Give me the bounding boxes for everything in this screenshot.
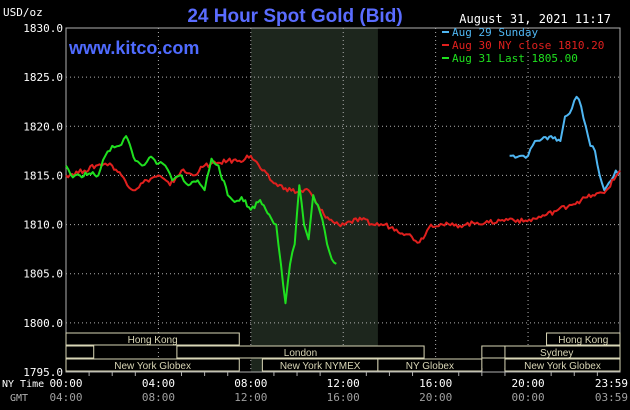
x-tick-label-ny: 23:59 bbox=[595, 377, 628, 390]
session-bar bbox=[65, 358, 240, 372]
ny-time-label: NY Time bbox=[2, 379, 44, 390]
session-label: Hong Kong bbox=[128, 335, 178, 346]
series-line-1 bbox=[65, 154, 621, 244]
x-tick-label-ny: 08:00 bbox=[234, 377, 267, 390]
y-tick-label: 1820.0 bbox=[23, 120, 63, 133]
session-bar bbox=[504, 358, 621, 372]
x-axis-ticks: 00:0004:0004:0008:0008:0012:0012:0016:00… bbox=[49, 377, 628, 404]
y-tick-label: 1815.0 bbox=[23, 169, 63, 182]
y-axis-unit-label: USD/oz bbox=[3, 6, 43, 19]
session-label: New York Globex bbox=[524, 361, 601, 372]
session-label: Hong Kong bbox=[558, 335, 608, 346]
plot-frame bbox=[65, 27, 621, 373]
chart-title: 24 Hour Spot Gold (Bid) bbox=[187, 6, 402, 27]
y-tick-label: 1830.0 bbox=[23, 22, 63, 35]
price-series bbox=[65, 95, 621, 305]
legend-entry: Aug 31 Last 1805.00 bbox=[452, 52, 578, 65]
y-tick-label: 1825.0 bbox=[23, 71, 63, 84]
session-bar bbox=[546, 332, 621, 346]
gmt-label: GMT bbox=[10, 393, 28, 404]
session-label: NY Globex bbox=[406, 361, 454, 372]
x-tick-label-ny: 16:00 bbox=[419, 377, 452, 390]
x-tick-label-ny: 00:00 bbox=[49, 377, 82, 390]
x-tick-label-gmt: 20:00 bbox=[419, 391, 452, 404]
series-line-0 bbox=[509, 95, 621, 192]
x-tick-label-gmt: 12:00 bbox=[234, 391, 267, 404]
market-session-bars: Hong Kong Hong Kong London Sydney New York G… bbox=[65, 332, 621, 372]
x-tick-label-gmt: 04:00 bbox=[49, 391, 82, 404]
session-bar bbox=[65, 332, 240, 346]
session-label: London bbox=[284, 348, 317, 359]
x-tick-label-ny: 20:00 bbox=[511, 377, 544, 390]
y-tick-label: 1805.0 bbox=[23, 268, 63, 281]
x-tick-label-gmt: 08:00 bbox=[142, 391, 175, 404]
session-label: New York Globex bbox=[114, 361, 191, 372]
kitco-watermark: www.kitco.com bbox=[68, 38, 199, 58]
x-tick-label-gmt: 03:59 bbox=[595, 391, 628, 404]
y-tick-label: 1800.0 bbox=[23, 317, 63, 330]
timestamp: August 31, 2021 11:17 bbox=[459, 12, 611, 26]
legend-entry: Aug 30 NY close 1810.20 bbox=[452, 39, 604, 52]
legend-entry: Aug 29 Sunday bbox=[452, 26, 538, 39]
session-connector bbox=[65, 345, 95, 359]
session-bar bbox=[176, 345, 425, 359]
session-bar bbox=[377, 358, 483, 372]
x-tick-label-gmt: 16:00 bbox=[327, 391, 360, 404]
x-tick-label-gmt: 00:00 bbox=[511, 391, 544, 404]
x-tick-label-ny: 04:00 bbox=[142, 377, 175, 390]
session-label: Sydney bbox=[540, 348, 573, 359]
y-axis-ticks: 1830.0 1825.0 1820.0 1815.0 1810.0 1805.0 1800… bbox=[23, 22, 63, 379]
series-line-2 bbox=[65, 135, 337, 305]
x-tick-label-ny: 12:00 bbox=[327, 377, 360, 390]
session-label: New York NYMEX bbox=[280, 361, 361, 372]
y-tick-label: 1795.0 bbox=[23, 366, 63, 379]
y-tick-label: 1810.0 bbox=[23, 219, 63, 232]
session-connector bbox=[481, 345, 506, 359]
